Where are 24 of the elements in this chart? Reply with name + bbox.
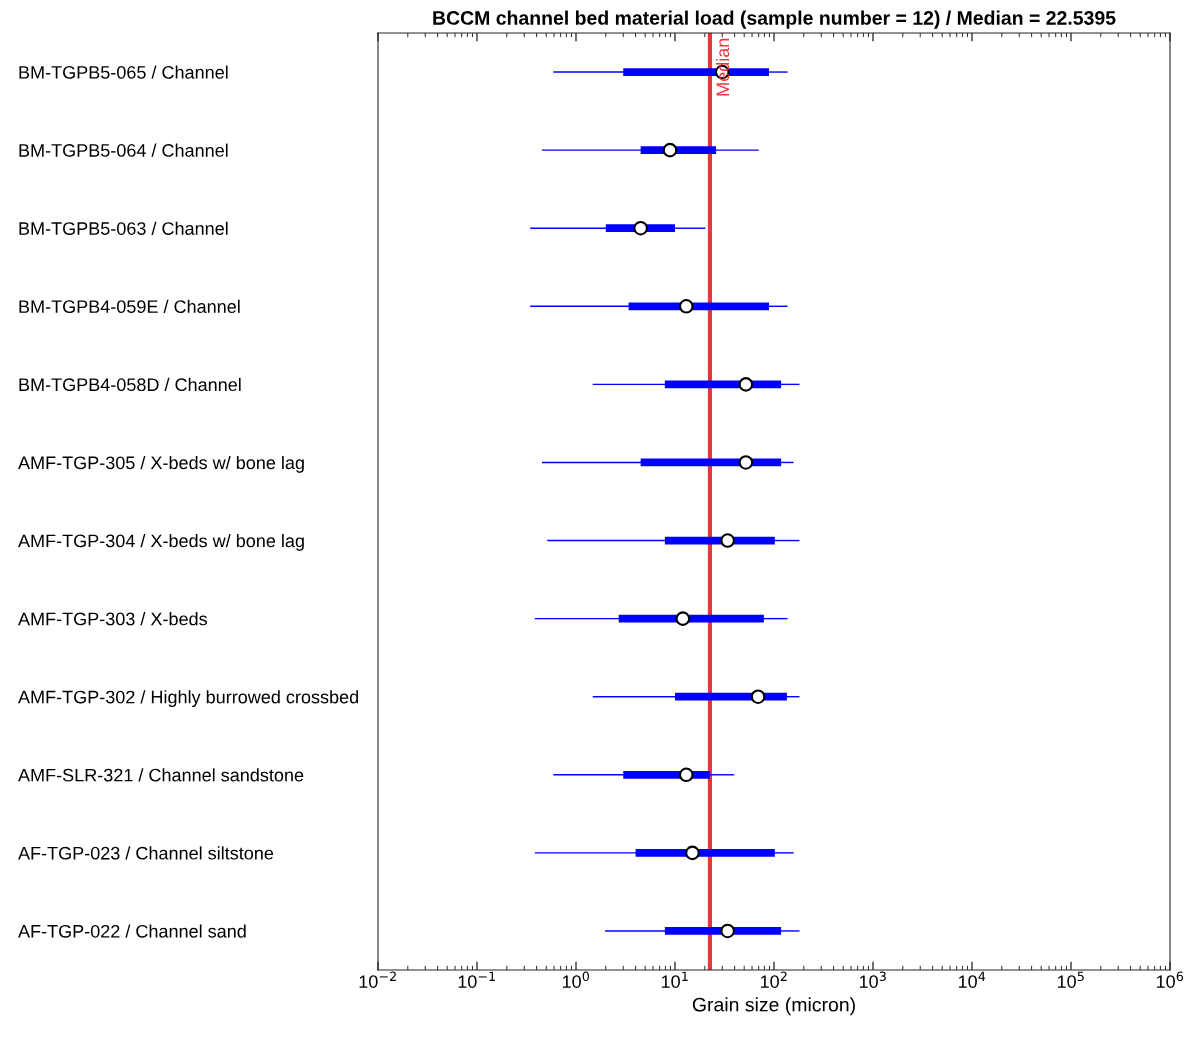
y-tick-label: AMF-TGP-305 / X-beds w/ bone lag <box>18 455 304 473</box>
y-tick-label: BM-TGPB5-063 / Channel <box>19 221 228 235</box>
y-tick-label: AMF-SLR-321 / Channel sandstone <box>18 768 304 782</box>
x-tick-label: 10$^{0}$ <box>562 971 590 988</box>
y-tick-label: AMF-TGP-302 / Highly burrowed crossbed <box>18 690 359 707</box>
x-axis-title: Grain size (micron) <box>692 997 855 1016</box>
ref-line-label: Median <box>715 38 730 96</box>
x-tick-label: 10$^{5}$ <box>1057 971 1084 988</box>
y-tick-label: AMF-TGP-303 / X-beds <box>18 612 207 626</box>
y-tick-label: BM-TGPB5-064 / Channel <box>19 143 228 157</box>
y-tick-label: BM-TGPB5-065 / Channel <box>19 65 228 79</box>
x-tick-label: 10$^{4}$ <box>958 971 986 988</box>
x-tick-label: 10$^{3}$ <box>859 971 886 988</box>
y-tick-label: AMF-TGP-304 / X-beds w/ bone lag <box>18 534 304 551</box>
x-tick-label: 10$^{6}$ <box>1156 971 1184 988</box>
y-tick-label: AF-TGP-023 / Channel siltstone <box>18 846 274 860</box>
y-tick-label: BM-TGPB4-059E / Channel <box>19 299 240 314</box>
x-tick-label: 10$^{−1}$ <box>458 971 495 988</box>
y-tick-label: BM-TGPB4-058D / Channel <box>19 377 241 392</box>
x-tick-label: 10$^{1}$ <box>661 971 688 988</box>
y-tick-label: AF-TGP-022 / Channel sand <box>18 924 246 938</box>
x-tick-label: 10$^{−2}$ <box>359 971 396 988</box>
x-tick-label: 10$^{2}$ <box>760 971 787 988</box>
chart-title: BCCM channel bed material load (sample number = 12) / Median = 22.5395 <box>433 10 1116 29</box>
